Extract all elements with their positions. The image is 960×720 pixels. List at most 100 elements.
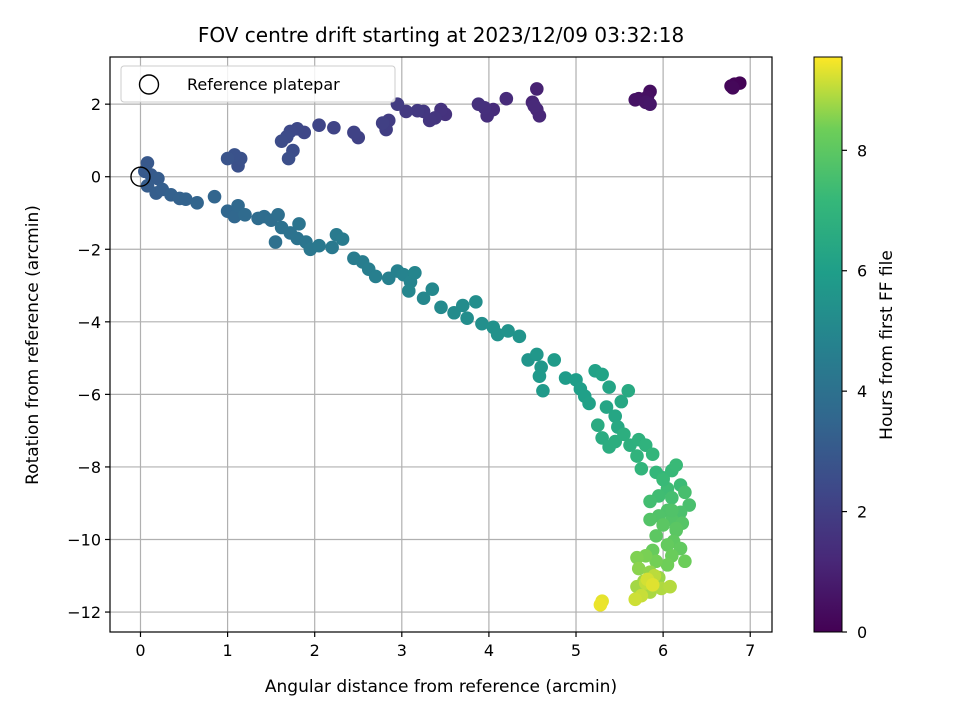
data-point: [631, 561, 646, 576]
data-point: [207, 189, 222, 204]
legend-reference-marker: [138, 74, 160, 95]
data-point: [643, 494, 657, 509]
legend-reference-label: Reference platepar: [187, 75, 340, 94]
y-tick-label: −10: [67, 530, 101, 549]
data-point: [532, 369, 547, 384]
reference-platepar-marker: [130, 166, 151, 187]
chart-title: FOV centre drift starting at 2023/12/09 …: [198, 23, 684, 47]
colorbar-tick-label: 4: [857, 382, 867, 401]
data-point: [621, 383, 636, 398]
data-point: [656, 472, 670, 487]
x-tick-label: 3: [397, 641, 407, 660]
axis-ticks: 0 1 2 3 4 5 6 7 −12 −10 −8 −6 −4 −2 0 2: [67, 95, 755, 660]
data-point: [645, 447, 660, 462]
colorbar-label: Hours from first FF file: [877, 250, 897, 440]
data-point: [151, 171, 165, 186]
data-point: [499, 91, 514, 106]
data-point: [425, 282, 440, 296]
data-point: [281, 151, 296, 166]
y-tick-label: −2: [77, 240, 101, 259]
x-tick-label: 4: [484, 641, 494, 660]
data-point: [665, 503, 679, 518]
data-point: [471, 97, 486, 111]
data-point: [617, 427, 631, 442]
data-point: [547, 353, 562, 367]
data-point: [726, 81, 740, 95]
data-point: [312, 118, 326, 133]
data-point: [368, 269, 383, 284]
colorbar-tick-label: 0: [857, 623, 867, 642]
data-point: [347, 125, 361, 140]
data-point: [501, 324, 515, 338]
data-point: [460, 311, 474, 325]
grid: [110, 57, 772, 632]
x-axis-label: Angular distance from reference (arcmin): [265, 677, 617, 697]
colorbar-ticks: 0 2 4 6 8: [842, 141, 867, 642]
legend-box: [120, 65, 396, 103]
y-axis-label: Rotation from reference (arcmin): [23, 205, 43, 485]
data-point: [602, 380, 616, 394]
data-point: [656, 518, 670, 532]
data-point: [416, 291, 431, 306]
colorbar-frame: [813, 56, 843, 633]
y-tick-label: −12: [67, 603, 101, 622]
data-point: [312, 238, 326, 253]
x-tick-label: 7: [745, 641, 755, 660]
data-point: [227, 209, 242, 224]
data-point: [325, 240, 339, 255]
data-point: [669, 521, 683, 536]
data-point: [630, 550, 644, 565]
data-point: [268, 235, 283, 249]
colorbar-gradient: [814, 57, 842, 632]
data-points: [130, 76, 747, 612]
data-point: [630, 449, 644, 463]
data-point: [410, 103, 425, 118]
data-point: [530, 82, 544, 96]
data-point: [660, 538, 675, 552]
data-point: [530, 347, 544, 362]
y-tick-label: −6: [77, 385, 101, 404]
data-point: [643, 97, 657, 111]
x-tick-label: 6: [658, 641, 668, 660]
data-point: [634, 461, 649, 476]
data-point: [643, 512, 657, 527]
data-point: [558, 371, 573, 385]
data-point: [271, 208, 285, 222]
legend: Reference platepar: [120, 65, 396, 103]
colorbar: 0 2 4 6 8 Hours from first FF file: [813, 56, 897, 642]
data-point: [475, 316, 489, 331]
data-point: [669, 458, 683, 472]
data-point: [335, 232, 350, 246]
data-point: [660, 558, 675, 572]
data-point: [469, 295, 483, 309]
data-point: [408, 266, 422, 280]
data-point: [595, 367, 609, 382]
data-point: [375, 116, 390, 130]
data-point: [220, 151, 235, 166]
data-point: [327, 120, 341, 135]
data-point: [455, 298, 470, 313]
x-tick-label: 5: [571, 641, 581, 660]
x-tick-label: 2: [310, 641, 320, 660]
y-tick-label: −4: [77, 313, 101, 332]
data-point: [527, 99, 542, 113]
data-point: [678, 554, 692, 569]
plot-frame: [109, 56, 773, 633]
data-point: [512, 329, 527, 344]
data-point: [665, 490, 679, 505]
data-point: [678, 485, 692, 500]
data-point: [599, 400, 614, 414]
data-point: [663, 579, 677, 594]
y-tick-label: 0: [91, 168, 101, 187]
data-point: [608, 409, 623, 423]
colorbar-tick-label: 8: [857, 141, 867, 160]
data-point: [649, 529, 663, 543]
data-point: [238, 208, 252, 222]
data-point: [593, 597, 608, 612]
data-point: [401, 284, 416, 298]
x-tick-label: 0: [135, 641, 145, 660]
data-point: [292, 217, 306, 231]
data-point: [582, 396, 596, 411]
